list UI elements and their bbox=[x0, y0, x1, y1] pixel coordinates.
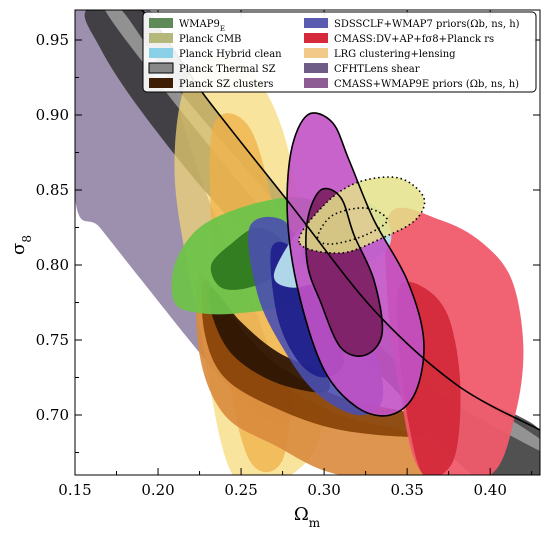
outline-cmass-wmap9e-outline-outer bbox=[286, 112, 425, 417]
legend-swatch bbox=[148, 62, 174, 74]
plot-frame bbox=[74, 9, 541, 476]
legend-label: Planck SZ clusters bbox=[179, 79, 273, 90]
y-tick-label: 0.80 bbox=[36, 256, 69, 274]
legend-swatch bbox=[304, 18, 328, 28]
legend-label: Planck CMB bbox=[179, 34, 241, 45]
legend-label: Planck Hybrid clean bbox=[179, 49, 282, 60]
legend-label: WMAP9E bbox=[179, 19, 225, 33]
x-tick-label: 0.40 bbox=[473, 481, 506, 499]
outline-cmass-wmap9e-outline-inner bbox=[305, 187, 384, 357]
legend-label: LRG clustering+lensing bbox=[334, 49, 456, 60]
legend-swatch bbox=[149, 18, 173, 28]
legend-label: CMASS+WMAP9E priors (Ωb, ns, h) bbox=[334, 79, 519, 90]
dotted-planck-cmb-dotted-inner bbox=[316, 207, 389, 245]
contour-planck-cmb-outer bbox=[298, 177, 425, 254]
y-tick-label: 0.75 bbox=[36, 331, 69, 349]
x-tick-label: 0.15 bbox=[58, 481, 91, 499]
legend-label: SDSSCLF+WMAP7 priors(Ωb, ns, h) bbox=[334, 19, 520, 30]
legend-swatch bbox=[304, 78, 328, 88]
legend-swatch bbox=[304, 33, 328, 43]
legend-swatch bbox=[149, 78, 173, 88]
y-tick-label: 0.95 bbox=[36, 31, 69, 49]
x-tick-label: 0.20 bbox=[141, 481, 174, 499]
legend-swatch bbox=[304, 63, 328, 73]
contours-layer bbox=[75, 10, 540, 475]
x-tick-label: 0.30 bbox=[307, 481, 340, 499]
y-tick-label: 0.70 bbox=[36, 406, 69, 424]
x-tick-label: 0.35 bbox=[390, 481, 423, 499]
y-tick-label: 0.90 bbox=[36, 106, 69, 124]
y-axis-label: σ8 bbox=[8, 235, 34, 255]
ticks-layer: 0.15 0.20 0.25 0.30 0.35 0.40 0.70 0.75 0.80 0.85… bbox=[36, 10, 540, 499]
legend-label: Planck Thermal SZ bbox=[179, 64, 276, 75]
legend-swatch bbox=[149, 33, 173, 43]
contour-planck-sz-clusters-mid bbox=[201, 279, 431, 437]
legend-swatch bbox=[304, 48, 328, 58]
legend-box bbox=[142, 11, 537, 93]
x-tick-label: 0.25 bbox=[224, 481, 257, 499]
x-axis-label: Ωm bbox=[294, 504, 321, 530]
y-tick-label: 0.85 bbox=[36, 181, 69, 199]
legend-label: CFHTLens shear bbox=[334, 64, 420, 75]
legend-swatch bbox=[149, 48, 173, 58]
contour-planck-sz-clusters-outer bbox=[195, 272, 446, 475]
legend-label: CMASS:DV+AP+fσ8+Planck rs bbox=[334, 34, 494, 45]
